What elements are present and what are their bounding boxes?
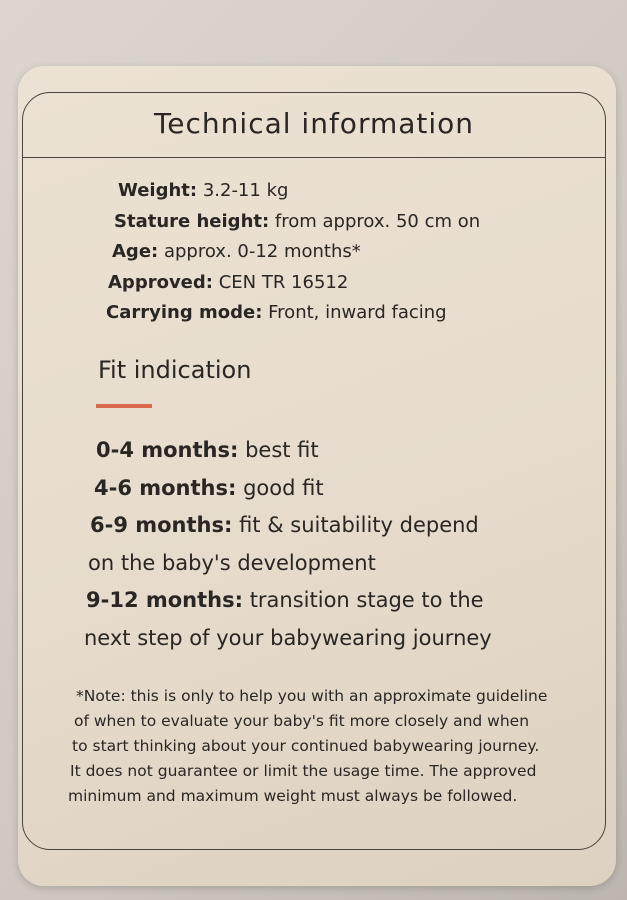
note-line: to start thinking about your continued b…	[72, 737, 540, 755]
card-title: Technical information	[153, 107, 475, 140]
fit-item: 0-4 months: best fit	[96, 438, 319, 462]
spec-list: Weight: 3.2-11 kg Stature height: from a…	[96, 176, 480, 329]
fit-item-continued: on the baby's development	[88, 550, 376, 575]
spec-age: Age: approx. 0-12 months*	[112, 241, 361, 262]
note-line: *Note: this is only to help you with an …	[76, 687, 548, 705]
note-line: minimum and maximum weight must always b…	[68, 787, 518, 805]
fit-item-continued: next step of your babywearing journey	[84, 625, 492, 650]
spec-weight: Weight: 3.2-11 kg	[118, 180, 289, 201]
footnote: *Note: this is only to help you with an …	[68, 684, 588, 809]
fit-item: 4-6 months: good fit	[94, 475, 324, 500]
spec-carrying-mode: Carrying mode: Front, inward facing	[106, 302, 447, 323]
card-frame: Technical information	[22, 92, 606, 850]
fit-item: 9-12 months: transition stage to the	[86, 588, 484, 612]
title-bar: Technical information	[23, 93, 605, 158]
info-card	[18, 66, 616, 886]
note-line: It does not guarantee or limit the usage…	[70, 762, 537, 780]
fit-item: 6-9 months: fit & suitability depend	[90, 513, 479, 537]
spec-stature: Stature height: from approx. 50 cm on	[114, 210, 481, 232]
accent-rule	[96, 404, 152, 408]
note-line: of when to evaluate your baby's fit more…	[74, 712, 530, 730]
fit-list: 0-4 months: best fit 4-6 months: good fi…	[84, 432, 492, 657]
spec-approved: Approved: CEN TR 16512	[108, 271, 349, 293]
fit-heading: Fit indication	[98, 356, 252, 384]
